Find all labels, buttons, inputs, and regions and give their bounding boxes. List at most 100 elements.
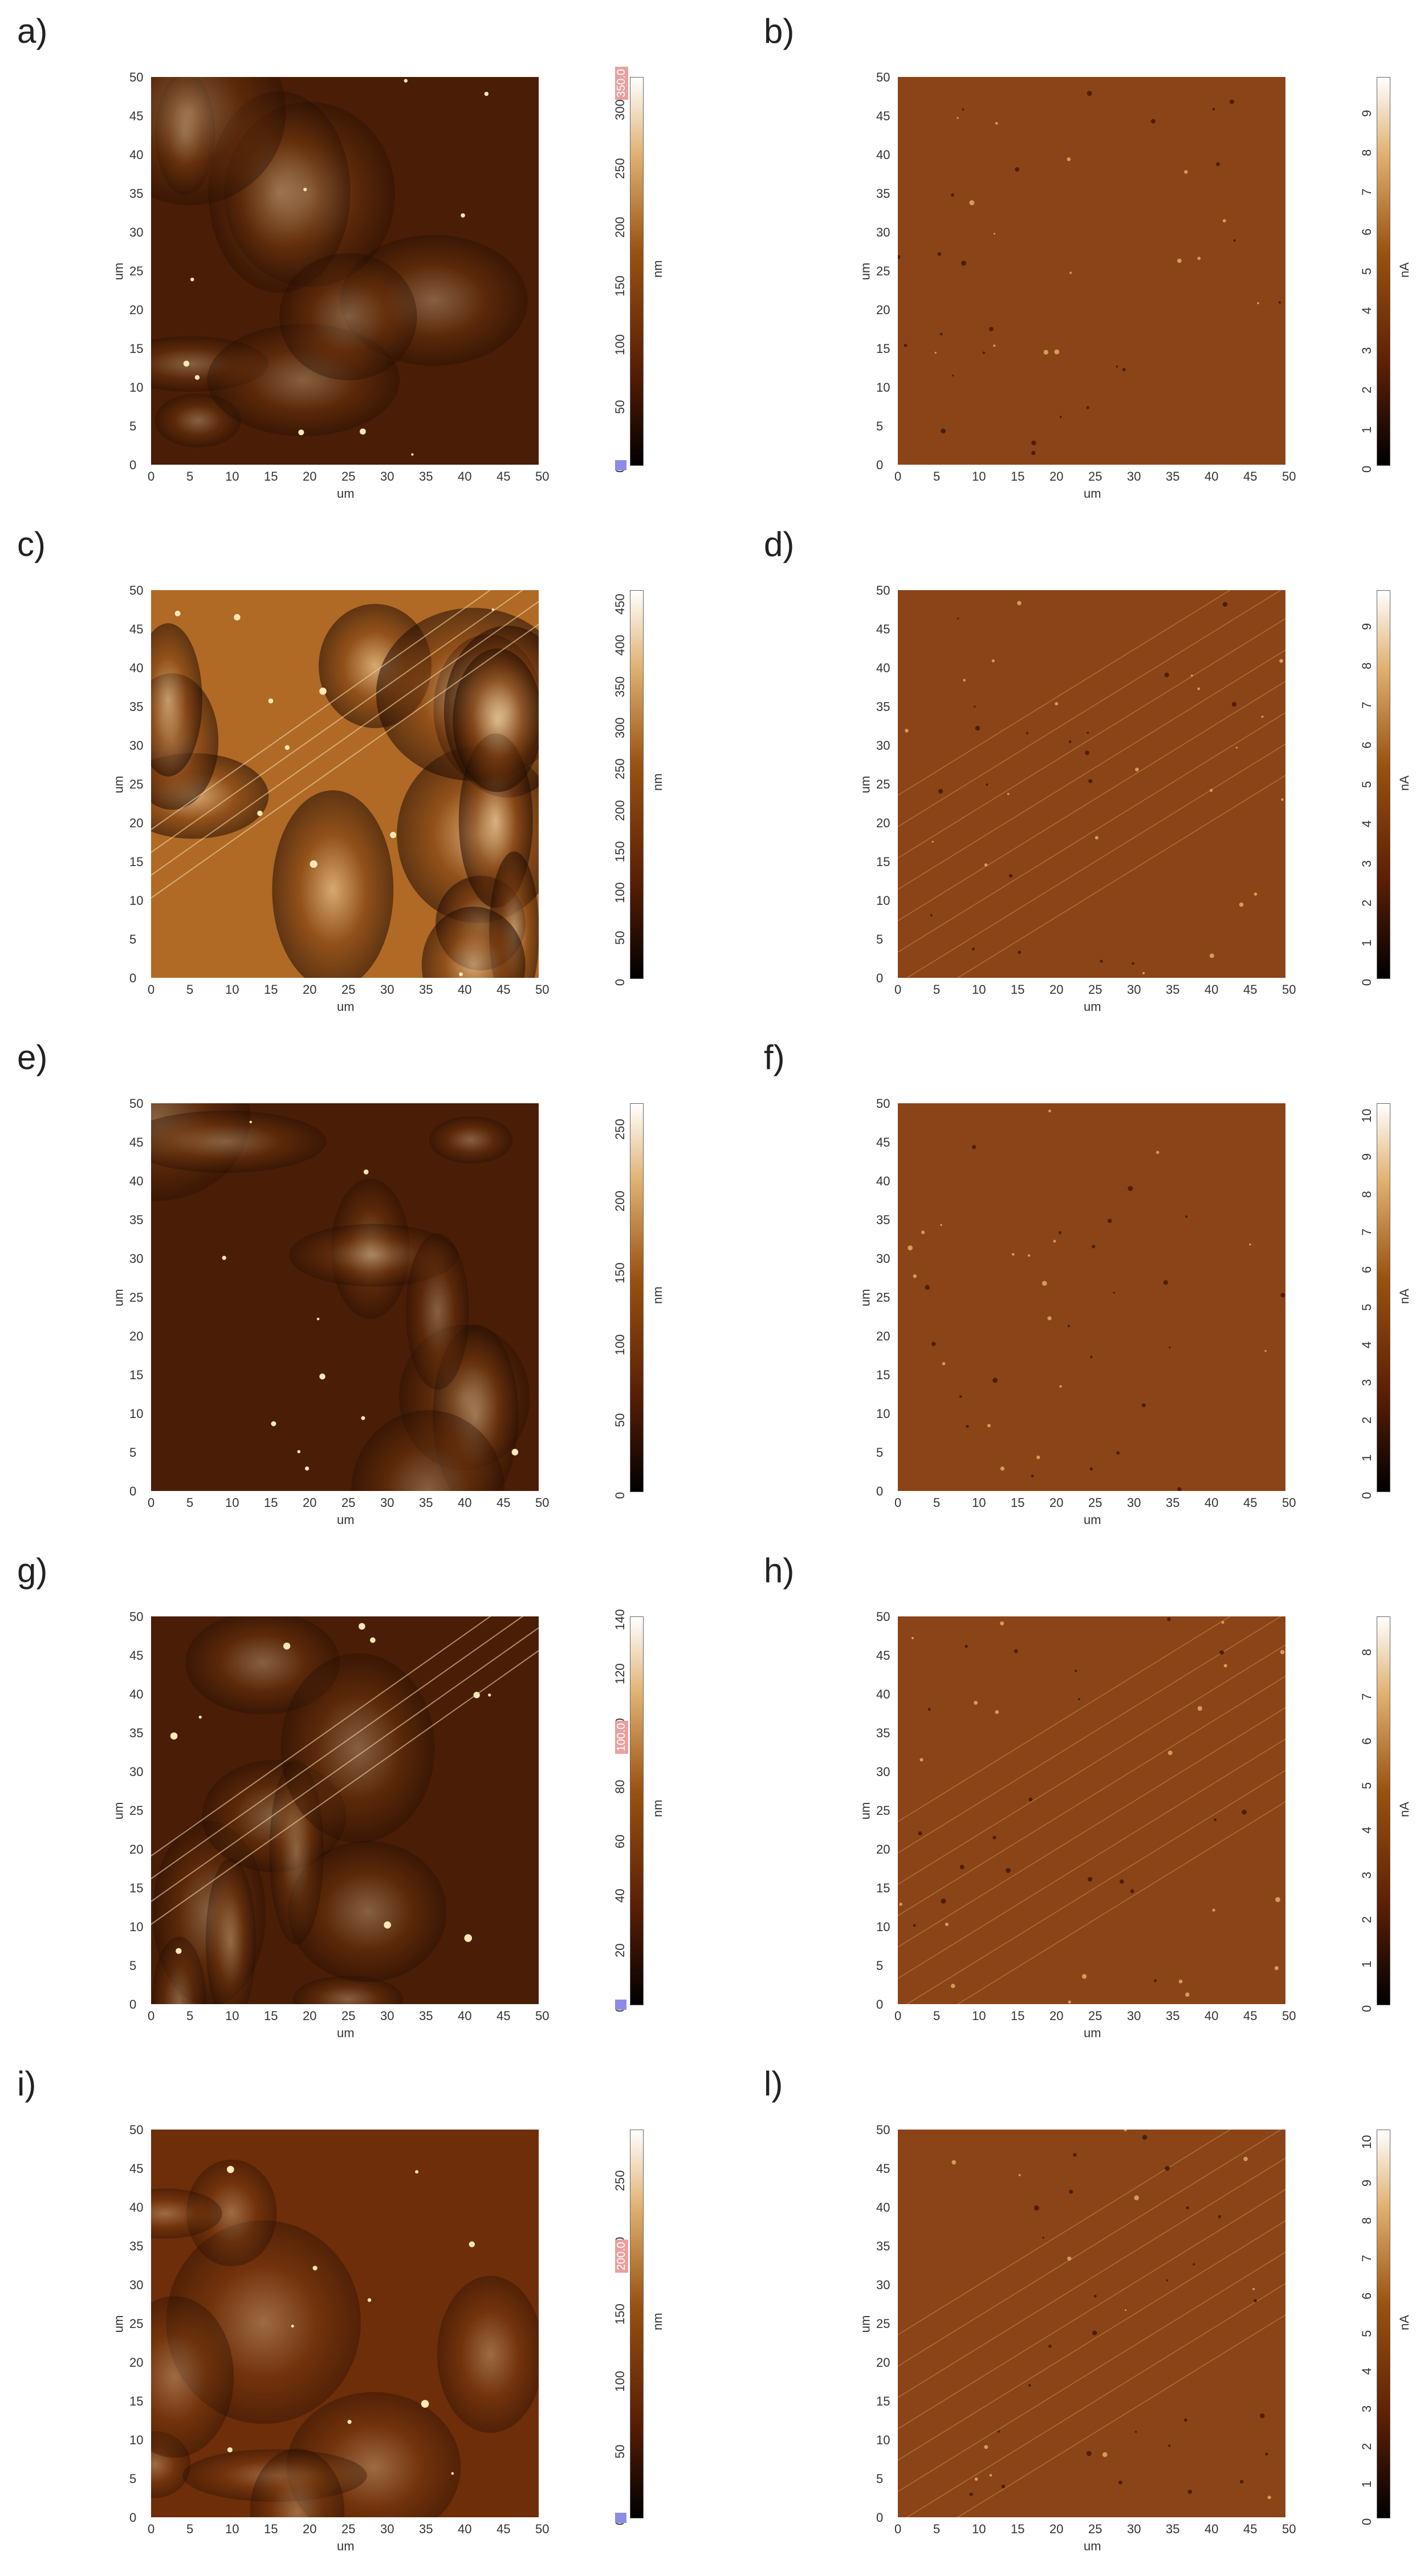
surface-speck: [963, 678, 966, 682]
surface-speck: [1014, 1649, 1018, 1653]
surface-speck: [993, 233, 995, 235]
color-bar-unit: nm: [650, 2313, 665, 2330]
x-tick-label: 10: [972, 469, 986, 483]
x-tick-label: 20: [303, 2009, 317, 2023]
color-bar-tick: 50: [613, 400, 627, 414]
color-bar-tick: 50: [613, 1413, 627, 1428]
color-bar-tick: 200: [613, 217, 627, 238]
x-tick-label: 25: [1088, 1496, 1102, 1510]
surface-speck: [1108, 1218, 1112, 1224]
surface-speck: [1067, 2256, 1072, 2261]
surface-speck: [1000, 1466, 1005, 1471]
surface-speck: [1281, 798, 1284, 801]
x-axis-title: um: [1084, 999, 1101, 1014]
surface-feature: [351, 1410, 505, 1491]
x-tick-label: 35: [419, 1496, 433, 1510]
particle-dot: [234, 613, 241, 621]
color-bar-tick: 250: [613, 1119, 627, 1140]
x-tick-label: 30: [1127, 2009, 1141, 2023]
surface-speck: [1088, 1877, 1093, 1882]
scratch-line: [898, 2189, 1285, 2429]
surface-speck: [972, 947, 975, 950]
particle-dot: [284, 745, 290, 750]
color-bar: [630, 1103, 644, 1492]
surface-speck: [941, 428, 946, 434]
surface-speck: [927, 1708, 931, 1711]
scratch-line: [151, 601, 539, 876]
color-bar-tick: 0: [1360, 2005, 1374, 2012]
color-bar-tick: 4: [1360, 1827, 1374, 1834]
x-tick-label: 10: [225, 2009, 239, 2023]
color-bar-tick: 100: [613, 1334, 627, 1356]
surface-speck: [1120, 1879, 1124, 1884]
color-bar-tick: 9: [1360, 1153, 1374, 1160]
current-map-image: [898, 590, 1285, 978]
surface-speck: [1141, 1403, 1146, 1408]
y-tick-label: 35: [129, 1726, 144, 1740]
surface-speck: [1068, 2000, 1071, 2004]
x-tick-label: 5: [933, 2009, 941, 2023]
scratch-line: [957, 1801, 1285, 2004]
y-tick-label: 25: [876, 1290, 890, 1305]
particle-dot: [249, 1120, 252, 1124]
surface-speck: [1118, 2480, 1122, 2485]
color-bar-tick: 1: [1360, 426, 1374, 433]
x-tick-label: 50: [535, 982, 550, 997]
x-tick-label: 30: [380, 982, 394, 997]
surface-speck: [1265, 2452, 1268, 2456]
surface-speck: [1165, 2165, 1170, 2171]
surface-speck: [1124, 2309, 1127, 2311]
y-tick-label: 50: [876, 2123, 890, 2137]
x-tick-label: 20: [1049, 469, 1064, 483]
surface-speck: [1261, 716, 1264, 718]
x-tick-label: 50: [1282, 2009, 1296, 2023]
particle-dot: [183, 360, 190, 367]
x-tick-label: 5: [186, 469, 194, 483]
surface-speck: [1156, 1151, 1159, 1154]
surface-speck: [965, 1644, 968, 1648]
particle-dot: [174, 611, 181, 616]
surface-feature: [186, 2159, 277, 2266]
surface-speck: [974, 2477, 978, 2481]
surface-feature: [421, 907, 526, 978]
y-tick-label: 0: [129, 1997, 137, 2012]
surface-speck: [1067, 157, 1071, 161]
color-bar: [1377, 1103, 1390, 1492]
scratch-line: [898, 1676, 1285, 1916]
surface-speck: [1087, 91, 1092, 96]
color-bar: [630, 2130, 644, 2518]
surface-speck: [1134, 2195, 1140, 2201]
surface-speck: [974, 1701, 978, 1705]
particle-dot: [411, 453, 414, 456]
surface-speck: [1209, 789, 1213, 792]
x-tick-label: 0: [894, 982, 902, 997]
y-tick-label: 45: [129, 1648, 144, 1663]
surface-speck: [959, 1395, 962, 1398]
surface-speck: [951, 374, 954, 377]
surface-speck: [993, 344, 996, 347]
color-bar-unit: nA: [1397, 1289, 1411, 1304]
surface-feature: [406, 1233, 469, 1390]
y-tick-label: 0: [876, 1484, 884, 1498]
x-tick-label: 50: [535, 469, 550, 483]
surface-speck: [1053, 1240, 1056, 1243]
surface-speck: [918, 1831, 922, 1836]
surface-speck: [1264, 1350, 1267, 1352]
x-tick-label: 15: [264, 469, 278, 483]
particle-dot: [312, 2265, 318, 2271]
color-bar-tick: 5: [1360, 1303, 1374, 1311]
y-tick-label: 15: [876, 1881, 890, 1895]
x-tick-label: 25: [1088, 469, 1102, 483]
surface-speck: [1008, 873, 1013, 878]
surface-speck: [925, 1285, 930, 1290]
surface-speck: [1185, 1215, 1188, 1218]
x-tick-label: 10: [225, 1496, 239, 1510]
color-bar-tick: 250: [613, 2170, 627, 2191]
surface-speck: [913, 1274, 917, 1278]
y-axis-title: um: [858, 262, 873, 281]
surface-speck: [1267, 2496, 1271, 2500]
surface-speck: [951, 1984, 955, 1988]
y-tick-label: 20: [129, 816, 144, 830]
y-tick-label: 10: [876, 2433, 890, 2447]
x-tick-label: 50: [1282, 1496, 1296, 1510]
